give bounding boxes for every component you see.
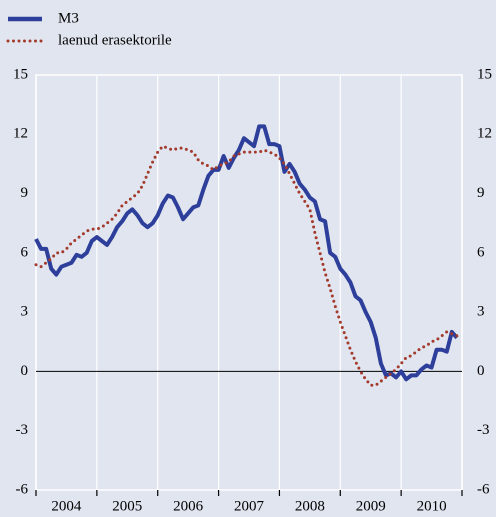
- x-tick-label: 2010: [417, 498, 447, 514]
- x-tick-label: 2009: [356, 498, 386, 514]
- y2-tick-label: 12: [477, 126, 492, 142]
- y2-tick-label: -6: [477, 481, 490, 497]
- legend-label: laenud erasektorile: [58, 32, 172, 48]
- y2-tick-label: 0: [477, 363, 485, 379]
- y-tick-label: 3: [21, 304, 29, 320]
- y-tick-label: 9: [21, 185, 29, 201]
- y-tick-label: 6: [21, 244, 29, 260]
- y-tick-label: -3: [16, 422, 29, 438]
- x-tick-label: 2008: [295, 498, 325, 514]
- x-tick-label: 2004: [51, 498, 82, 514]
- x-tick-label: 2006: [173, 498, 204, 514]
- plot-frame: [35, 74, 463, 491]
- y-tick-label: -6: [16, 481, 29, 497]
- series-line: [34, 124, 459, 382]
- y-tick-label: 0: [21, 363, 29, 379]
- y-tick-label: 15: [13, 66, 28, 82]
- y2-tick-label: -3: [477, 422, 490, 438]
- x-tick-label: 2007: [234, 498, 265, 514]
- x-tick-label: 2005: [112, 498, 142, 514]
- y2-tick-label: 3: [477, 304, 485, 320]
- legend-label: M3: [58, 10, 79, 26]
- y2-tick-label: 6: [477, 244, 485, 260]
- y-tick-label: 12: [13, 126, 28, 142]
- y2-tick-label: 9: [477, 185, 485, 201]
- y2-tick-label: 15: [477, 66, 492, 82]
- series-line: [34, 144, 459, 387]
